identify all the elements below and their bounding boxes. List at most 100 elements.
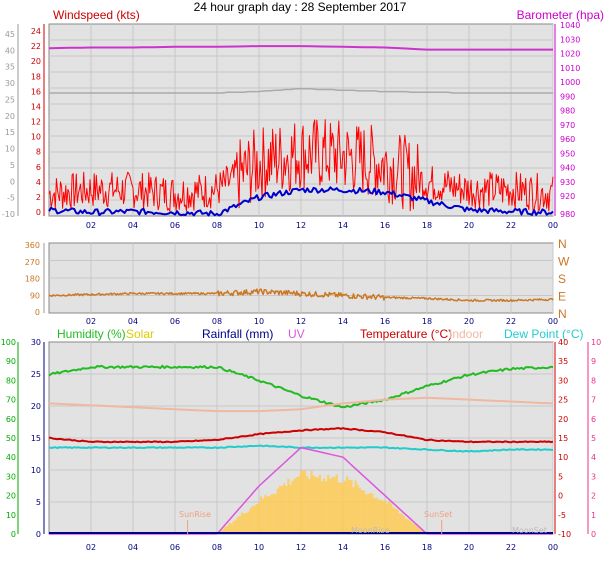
baro-tick-960: 960 xyxy=(560,135,575,144)
temp-tick-25: 25 xyxy=(558,396,568,405)
humidity-tick-10: 10 xyxy=(6,511,16,520)
temp-tick--10: -10 xyxy=(558,530,571,539)
uv-tick-1: 1 xyxy=(591,511,596,520)
wind-grey-tick-0: 0 xyxy=(10,177,15,186)
humidity-tick-40: 40 xyxy=(6,453,16,462)
x-tick-22: 22 xyxy=(506,317,516,326)
compass-label-0: N xyxy=(558,237,567,251)
temp-tick-20: 20 xyxy=(558,415,568,424)
series-indoor xyxy=(48,396,554,413)
uv-tick-8: 8 xyxy=(591,376,596,385)
temp-tick-35: 35 xyxy=(558,357,568,366)
annotation-moonrise: MoonRise xyxy=(351,526,390,535)
x-tick-08: 08 xyxy=(212,221,222,230)
wind-grey-tick-30: 30 xyxy=(5,79,15,88)
rainfall-tick-5: 5 xyxy=(36,498,41,507)
series-direction xyxy=(48,288,554,303)
wind-grey-tick-45: 45 xyxy=(5,30,15,39)
x-tick-00: 00 xyxy=(548,317,558,326)
x-tick-12: 12 xyxy=(296,317,306,326)
humidity-tick-90: 90 xyxy=(6,357,16,366)
humidity-tick-80: 80 xyxy=(6,376,16,385)
x-tick-10: 10 xyxy=(254,317,264,326)
baro-tick-970: 970 xyxy=(560,121,575,130)
x-tick-18: 18 xyxy=(422,221,432,230)
rainfall-tick-0: 0 xyxy=(36,530,41,539)
temp-tick-40: 40 xyxy=(558,338,568,347)
humidity-tick-70: 70 xyxy=(6,396,16,405)
x-tick-06: 06 xyxy=(170,543,180,552)
series-windspeed-average xyxy=(48,186,554,217)
series-windspeed xyxy=(48,119,554,212)
x-tick-18: 18 xyxy=(422,317,432,326)
temp-tick-10: 10 xyxy=(558,453,568,462)
x-tick-20: 20 xyxy=(464,543,474,552)
windspeed-axis-label: Windspeed (kts) xyxy=(53,8,140,22)
legend-indoor: Indoor xyxy=(449,327,483,341)
panel-temperature: Humidity (%) Solar Rainfall (mm) UV Temp… xyxy=(1,327,601,552)
series-wind xyxy=(48,45,554,217)
series-temperature xyxy=(48,427,554,444)
x-tick-20: 20 xyxy=(464,221,474,230)
x-tick-02: 02 xyxy=(86,317,96,326)
compass-label-2: S xyxy=(558,272,566,286)
uv-tick-4: 4 xyxy=(591,453,596,462)
uv-tick-0: 0 xyxy=(591,530,596,539)
baro-tick-940: 940 xyxy=(560,164,575,173)
x-tick-12: 12 xyxy=(296,221,306,230)
x-tick-18: 18 xyxy=(422,543,432,552)
grid-wind xyxy=(49,24,554,216)
humidity-tick-20: 20 xyxy=(6,492,16,501)
humidity-tick-0: 0 xyxy=(11,530,16,539)
uv-tick-2: 2 xyxy=(591,492,596,501)
wind-grey-tick--10: -10 xyxy=(2,210,15,219)
dir-tick-90: 90 xyxy=(30,291,40,300)
wind-red-tick-10: 10 xyxy=(31,133,41,142)
uv-tick-5: 5 xyxy=(591,434,596,443)
x-tick-04: 04 xyxy=(128,543,138,552)
wind-red-tick-18: 18 xyxy=(31,72,41,81)
annotation-sunset: SunSet xyxy=(424,510,452,519)
legend-humidity: Humidity (%) xyxy=(57,327,126,341)
wind-red-tick-0: 0 xyxy=(36,208,41,217)
x-tick-22: 22 xyxy=(506,543,516,552)
wind-grey-tick--5: -5 xyxy=(7,194,15,203)
x-tick-16: 16 xyxy=(380,317,390,326)
series-barometer-grey xyxy=(49,88,553,94)
humidity-tick-30: 30 xyxy=(6,472,16,481)
temp-tick-30: 30 xyxy=(558,376,568,385)
chart-title: 24 hour graph day : 28 September 2017 xyxy=(194,0,407,14)
rainfall-tick-30: 30 xyxy=(31,338,41,347)
baro-tick-1040: 1040 xyxy=(560,21,580,30)
barometer-axis-label: Barometer (hpa) xyxy=(517,8,604,22)
uv-tick-6: 6 xyxy=(591,415,596,424)
wind-grey-tick-20: 20 xyxy=(5,112,15,121)
baro-tick-1010: 1010 xyxy=(560,64,580,73)
compass-label-1: W xyxy=(558,255,570,269)
x-tick-12: 12 xyxy=(296,543,306,552)
wind-grey-tick-25: 25 xyxy=(5,95,15,104)
temp-tick-15: 15 xyxy=(558,434,568,443)
x-tick-04: 04 xyxy=(128,317,138,326)
x-tick-06: 06 xyxy=(170,221,180,230)
rainfall-tick-25: 25 xyxy=(31,370,41,379)
uv-tick-10: 10 xyxy=(591,338,601,347)
series-temperature xyxy=(48,364,554,535)
wind-red-tick-24: 24 xyxy=(31,27,41,36)
x-tick-00: 00 xyxy=(548,543,558,552)
x-tick-02: 02 xyxy=(86,543,96,552)
uv-tick-9: 9 xyxy=(591,357,596,366)
x-tick-04: 04 xyxy=(128,221,138,230)
temp-tick-5: 5 xyxy=(558,472,563,481)
series-humidity xyxy=(48,364,554,409)
baro-tick-1000: 1000 xyxy=(560,78,580,87)
x-tick-14: 14 xyxy=(338,221,348,230)
x-tick-02: 02 xyxy=(86,221,96,230)
uv-tick-7: 7 xyxy=(591,396,596,405)
wind-red-tick-16: 16 xyxy=(31,87,41,96)
rainfall-tick-15: 15 xyxy=(31,434,41,443)
rainfall-tick-10: 10 xyxy=(31,466,41,475)
baro-tick-920: 920 xyxy=(560,192,575,201)
